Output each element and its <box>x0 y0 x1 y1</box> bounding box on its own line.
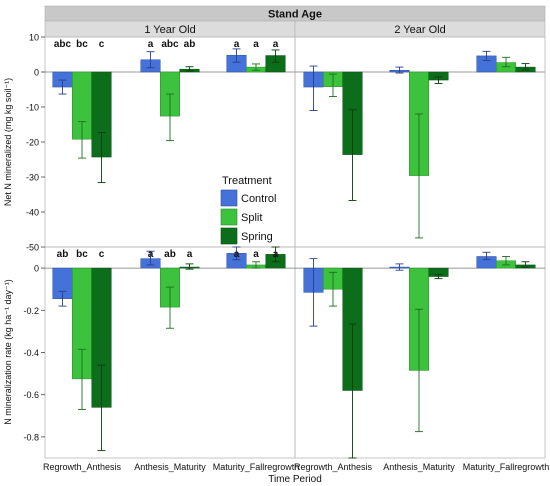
legend-swatch-spring <box>220 227 238 245</box>
y-tick-label-r0-4: -30 <box>26 173 39 183</box>
facet-label-1-year-old: 1 Year Old <box>144 24 195 36</box>
x-tick-label-p0-0: Regrowth_Anthesis <box>43 462 122 472</box>
legend-label-control: Control <box>241 193 276 205</box>
sig-letter-r0-p0-2-2: a <box>273 39 279 50</box>
legend-title: Treatment <box>222 175 272 187</box>
sig-letter-r0-p0-1-2: ab <box>184 39 196 50</box>
y-tick-label-r1-4: -0.8 <box>23 432 39 442</box>
sig-letter-r1-p0-2-0: a <box>234 249 240 260</box>
x-tick-label-p1-1: Anthesis_Maturity <box>383 462 455 472</box>
sig-letter-r1-p0-1-0: a <box>148 249 154 260</box>
sig-letter-r1-p0-2-1: a <box>253 249 259 260</box>
y-tick-label-r1-3: -0.6 <box>23 390 39 400</box>
y-tick-label-r1-0: 0 <box>34 264 39 274</box>
sig-letter-r0-p0-0-1: bc <box>76 39 88 50</box>
sig-letter-r1-p0-0-0: ab <box>57 249 69 260</box>
sig-letter-r0-p0-0-2: c <box>99 39 105 50</box>
legend-label-split: Split <box>241 212 262 224</box>
y-axis-title-bottom: N mineralization rate (kg ha⁻¹ day⁻¹) <box>3 279 13 425</box>
x-tick-label-p1-0: Regrowth_Anthesis <box>294 462 373 472</box>
sig-letter-r0-p0-1-0: a <box>148 39 154 50</box>
panel-frame-bottom-right <box>294 246 546 459</box>
x-tick-label-p0-2: Maturity_Fallregrowth <box>213 462 300 472</box>
y-tick-label-r0-5: -40 <box>26 208 39 218</box>
chart-title: Stand Age <box>268 9 322 21</box>
legend-swatch-split <box>220 208 238 226</box>
sig-letter-r0-p0-2-0: a <box>234 39 240 50</box>
y-tick-label-r1-2: -0.4 <box>23 348 39 358</box>
sig-letter-r0-p0-1-1: abc <box>161 39 179 50</box>
legend: Treatment Control Split Spring <box>220 175 276 245</box>
y-tick-label-r0-6: -50 <box>26 243 39 253</box>
y-tick-label-r0-0: 10 <box>29 33 39 43</box>
y-tick-label-r0-1: 0 <box>34 68 39 78</box>
x-axis-title: Time Period <box>268 474 322 485</box>
y-tick-label-r0-2: -10 <box>26 103 39 113</box>
sig-letter-r1-p0-2-2: a <box>273 249 279 260</box>
x-tick-label-p1-2: Maturity_Fallregrowth <box>463 462 550 472</box>
legend-label-spring: Spring <box>241 231 273 243</box>
sig-letter-r1-p0-1-1: ab <box>164 249 176 260</box>
sig-letter-r1-p0-0-2: c <box>99 249 105 260</box>
facet-label-2-year-old: 2 Year Old <box>394 24 445 36</box>
y-axis-title-top: Net N mineralized (mg kg soil⁻¹) <box>3 78 13 206</box>
legend-swatch-control <box>220 189 238 207</box>
sig-letter-r1-p0-0-1: bc <box>76 249 88 260</box>
sig-letter-r0-p0-2-1: a <box>253 39 259 50</box>
y-tick-label-r1-1: -0.2 <box>23 306 39 316</box>
sig-letter-r1-p0-1-2: a <box>187 249 193 260</box>
y-tick-label-r0-3: -20 <box>26 138 39 148</box>
x-tick-label-p0-1: Anthesis_Maturity <box>134 462 206 472</box>
sig-letter-r0-p0-0-0: abc <box>54 39 72 50</box>
